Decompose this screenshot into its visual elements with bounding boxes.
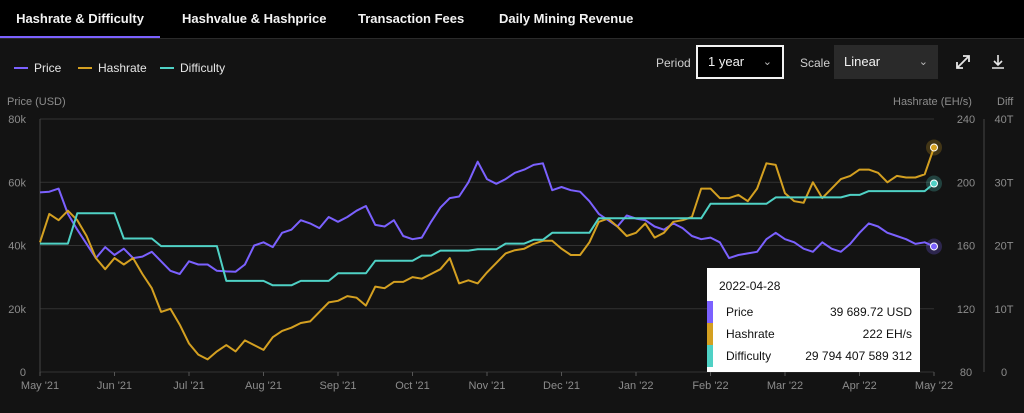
tooltip-difficulty-value: 29 794 407 589 312	[805, 349, 912, 363]
tooltip-difficulty-swatch	[707, 345, 713, 367]
x-tick-label: Dec '21	[543, 380, 580, 392]
y-tick-left: 0	[20, 367, 26, 379]
x-tick-label: Oct '21	[395, 380, 430, 392]
series-marker-price	[930, 242, 938, 251]
tooltip-row-price: Price 39 689.72 USD	[707, 301, 920, 323]
tab-transaction-fees[interactable]: Transaction Fees	[358, 11, 465, 26]
series-marker-hashrate	[930, 143, 938, 152]
x-tick-label: Apr '22	[842, 380, 877, 392]
tooltip-difficulty-label: Difficulty	[726, 349, 772, 363]
x-tick-label: Jul '21	[173, 380, 204, 392]
tooltip-date: 2022-04-28	[719, 279, 781, 293]
series-line-price	[39, 160, 935, 275]
legend-price-swatch	[14, 66, 28, 69]
x-tick-label: May '21	[21, 380, 59, 392]
expand-icon[interactable]	[953, 52, 973, 72]
download-icon[interactable]	[988, 52, 1008, 72]
x-tick-label: Sep '21	[320, 380, 357, 392]
scale-select[interactable]: Linear ⌄	[834, 45, 938, 79]
y-tick-hashrate: 120	[957, 304, 975, 316]
y-tick-hashrate: 240	[957, 114, 975, 126]
y-tick-left: 80k	[8, 114, 26, 126]
x-tick-label: Jun '21	[97, 380, 132, 392]
legend-price[interactable]: Price	[14, 61, 61, 75]
tooltip-price-swatch	[707, 301, 713, 323]
y-tick-difficulty: 0	[1001, 367, 1007, 379]
x-tick-label: Mar '22	[767, 380, 803, 392]
legend-difficulty-swatch	[160, 66, 174, 69]
y-tick-left: 40k	[8, 241, 26, 253]
legend-difficulty[interactable]: Difficulty	[160, 61, 225, 75]
chevron-down-icon: ⌄	[762, 56, 772, 68]
period-label: Period	[656, 56, 691, 70]
tooltip-hashrate-label: Hashrate	[726, 327, 775, 341]
x-tick-label: Jan '22	[618, 380, 653, 392]
y-tick-left: 20k	[8, 304, 26, 316]
y-tick-difficulty: 20T	[995, 241, 1014, 253]
y-tick-difficulty: 40T	[995, 114, 1014, 126]
y-tick-difficulty: 10T	[995, 304, 1014, 316]
tooltip-price-value: 39 689.72 USD	[829, 305, 912, 319]
y-tick-left: 60k	[8, 177, 26, 189]
period-select[interactable]: 1 year ⌄	[696, 45, 784, 79]
chevron-down-icon: ⌄	[918, 56, 928, 68]
series-marker-difficulty	[930, 179, 938, 188]
tooltip-price-label: Price	[726, 305, 754, 319]
period-value: 1 year	[708, 54, 745, 69]
tooltip-hashrate-value: 222 EH/s	[862, 327, 912, 341]
x-tick-label: May '22	[915, 380, 953, 392]
legend-difficulty-label: Difficulty	[180, 61, 226, 75]
legend-price-label: Price	[34, 61, 62, 75]
x-tick-label: Aug '21	[245, 380, 282, 392]
tooltip-hashrate-swatch	[707, 323, 713, 345]
scale-value: Linear	[844, 54, 881, 69]
scale-label: Scale	[800, 56, 831, 70]
y-tick-difficulty: 30T	[995, 177, 1014, 189]
x-tick-label: Nov '21	[469, 380, 506, 392]
y-axis-right-difficulty-title: Diff	[997, 96, 1014, 108]
series-line-hashrate	[39, 147, 935, 361]
legend-hashrate-label: Hashrate	[98, 61, 147, 75]
legend-hashrate-swatch	[78, 66, 92, 69]
tab-hashvalue-hashprice[interactable]: Hashvalue & Hashprice	[182, 11, 327, 26]
y-tick-hashrate: 160	[957, 241, 975, 253]
y-tick-hashrate: 200	[957, 177, 975, 189]
series-line-difficulty	[40, 182, 935, 287]
tab-daily-mining-revenue[interactable]: Daily Mining Revenue	[499, 11, 634, 26]
x-tick-label: Feb '22	[692, 380, 728, 392]
chart-tooltip: 2022-04-28 Price 39 689.72 USD Hashrate …	[707, 268, 920, 372]
tab-hashrate-difficulty[interactable]: Hashrate & Difficulty	[0, 0, 160, 38]
tooltip-row-difficulty: Difficulty 29 794 407 589 312	[707, 345, 920, 367]
y-tick-hashrate: 80	[960, 367, 972, 379]
legend-hashrate[interactable]: Hashrate	[78, 61, 147, 75]
tab-bar: Hashrate & Difficulty Hashvalue & Hashpr…	[0, 0, 1024, 39]
tooltip-row-hashrate: Hashrate 222 EH/s	[707, 323, 920, 345]
y-axis-right-hashrate-title: Hashrate (EH/s)	[893, 96, 972, 108]
y-axis-left-title: Price (USD)	[7, 96, 66, 108]
